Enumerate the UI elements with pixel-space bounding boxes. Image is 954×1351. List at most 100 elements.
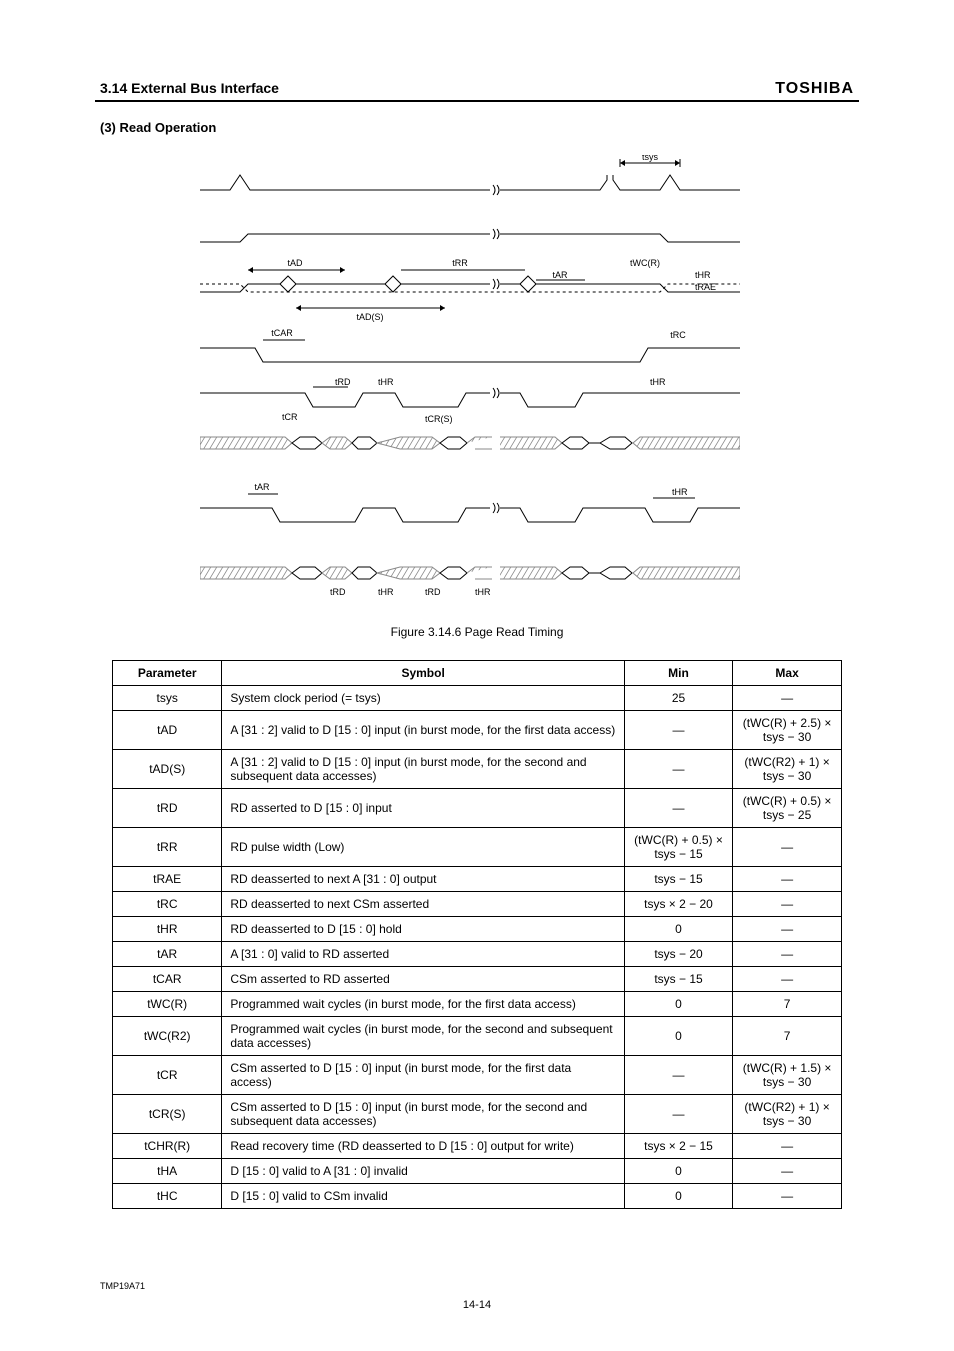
table-row: tARA [31 : 0] valid to RD assertedtsys −… — [113, 942, 842, 967]
cell-min: — — [624, 789, 732, 828]
table-row: tHAD [15 : 0] valid to A [31 : 0] invali… — [113, 1159, 842, 1184]
table-row: tCRCSm asserted to D [15 : 0] input (in … — [113, 1056, 842, 1095]
cell-max: 7 — [733, 1017, 842, 1056]
cell-param: tAD — [113, 711, 222, 750]
cell-desc: RD deasserted to next CSm asserted — [222, 892, 624, 917]
cell-desc: RD pulse width (Low) — [222, 828, 624, 867]
svg-text:tRAE: tRAE — [695, 282, 716, 292]
svg-text:tCAR: tCAR — [271, 328, 293, 338]
cell-max: (tWC(R) + 1.5) × tsys − 30 — [733, 1056, 842, 1095]
cell-max: — — [733, 917, 842, 942]
table-header-row: Parameter Symbol Min Max — [113, 661, 842, 686]
table-row: tWC(R2)Programmed wait cycles (in burst … — [113, 1017, 842, 1056]
svg-text:tAR: tAR — [254, 482, 270, 492]
table-row: tRCRD deasserted to next CSm assertedtsy… — [113, 892, 842, 917]
cell-min: tsys − 15 — [624, 967, 732, 992]
cell-desc: Programmed wait cycles (in burst mode, f… — [222, 992, 624, 1017]
signal-data-2: D [15 : 0] tRD tRD tHR tHR — [200, 567, 740, 597]
svg-text:tAD(S): tAD(S) — [357, 312, 384, 322]
figure-label: Figure 3.14.6 Page Read Timing — [0, 625, 954, 639]
cell-desc: Read recovery time (RD deasserted to D [… — [222, 1134, 624, 1159]
col-max: Max — [733, 661, 842, 686]
table-row: tRAERD deasserted to next A [31 : 0] out… — [113, 867, 842, 892]
signal-addr-high: A [31 : 2] — [200, 229, 740, 243]
cell-max: — — [733, 892, 842, 917]
toshiba-logo: TOSHIBA — [775, 80, 854, 98]
cell-desc: A [31 : 2] valid to D [15 : 0] input (in… — [222, 750, 624, 789]
table-row: tHCD [15 : 0] valid to CSm invalid0— — [113, 1184, 842, 1209]
cell-max: (tWC(R) + 0.5) × tsys − 25 — [733, 789, 842, 828]
cell-max: 7 — [733, 992, 842, 1017]
cell-min: tsys − 15 — [624, 867, 732, 892]
svg-text:tAD: tAD — [287, 258, 303, 268]
cell-max: — — [733, 967, 842, 992]
cell-min: tsys − 20 — [624, 942, 732, 967]
cell-max: — — [733, 867, 842, 892]
cell-param: tWC(R2) — [113, 1017, 222, 1056]
cell-min: — — [624, 1095, 732, 1134]
cell-max: (tWC(R2) + 1) × tsys − 30 — [733, 1095, 842, 1134]
svg-text:tHR: tHR — [378, 377, 394, 387]
cell-desc: CSm asserted to RD asserted — [222, 967, 624, 992]
svg-text:tHR: tHR — [650, 377, 666, 387]
svg-text:tHR: tHR — [378, 587, 394, 597]
table-row: tADA [31 : 2] valid to D [15 : 0] input … — [113, 711, 842, 750]
cell-param: tAD(S) — [113, 750, 222, 789]
cell-param: tHA — [113, 1159, 222, 1184]
svg-text:tRC: tRC — [670, 330, 686, 340]
cell-max: — — [733, 942, 842, 967]
cell-desc: CSm asserted to D [15 : 0] input (in bur… — [222, 1056, 624, 1095]
table-row: tHRRD deasserted to D [15 : 0] hold0— — [113, 917, 842, 942]
cell-param: tCR — [113, 1056, 222, 1095]
cell-param: tRR — [113, 828, 222, 867]
cell-min: — — [624, 750, 732, 789]
cell-desc: Programmed wait cycles (in burst mode, f… — [222, 1017, 624, 1056]
cell-param: tCR(S) — [113, 1095, 222, 1134]
cell-max: — — [733, 1184, 842, 1209]
cell-min: 0 — [624, 917, 732, 942]
table-row: tCARCSm asserted to RD assertedtsys − 15… — [113, 967, 842, 992]
table-row: tRDRD asserted to D [15 : 0] input—(tWC(… — [113, 789, 842, 828]
svg-text:tCR: tCR — [282, 412, 298, 422]
footer-part: TMP19A71 — [100, 1281, 145, 1291]
svg-text:tRD: tRD — [330, 587, 346, 597]
table-row: tCR(S)CSm asserted to D [15 : 0] input (… — [113, 1095, 842, 1134]
cell-min: — — [624, 711, 732, 750]
cell-param: tRD — [113, 789, 222, 828]
svg-text:tRD: tRD — [335, 377, 351, 387]
cell-param: tHR — [113, 917, 222, 942]
timing-table: Parameter Symbol Min Max tsysSystem cloc… — [112, 660, 842, 1209]
svg-text:tHR: tHR — [695, 270, 711, 280]
cell-param: tWC(R) — [113, 992, 222, 1017]
cell-min: (tWC(R) + 0.5) × tsys − 15 — [624, 828, 732, 867]
cell-desc: RD asserted to D [15 : 0] input — [222, 789, 624, 828]
svg-text:tWC(R): tWC(R) — [630, 258, 660, 268]
cell-desc: RD deasserted to D [15 : 0] hold — [222, 917, 624, 942]
col-min: Min — [624, 661, 732, 686]
cell-desc: System clock period (= tsys) — [222, 686, 624, 711]
section-title: (3) Read Operation — [100, 120, 216, 135]
cell-desc: D [15 : 0] valid to CSm invalid — [222, 1184, 624, 1209]
cell-param: tHC — [113, 1184, 222, 1209]
signal-ale: ALE tsys — [200, 155, 740, 195]
cell-max: (tWC(R2) + 1) × tsys − 30 — [733, 750, 842, 789]
cell-max: — — [733, 686, 842, 711]
timing-diagram: ALE tsys A [31 : 2] A [1 : 0] — [200, 155, 740, 640]
cell-param: tRC — [113, 892, 222, 917]
table-row: tAD(S)A [31 : 2] valid to D [15 : 0] inp… — [113, 750, 842, 789]
signal-rd-2: RD tAR tHR — [200, 482, 740, 522]
cell-param: tRAE — [113, 867, 222, 892]
cell-min: 0 — [624, 992, 732, 1017]
header-divider — [95, 100, 859, 102]
signal-rd: RD tCR tCR(S) tRD tHR tHR — [200, 377, 740, 424]
signal-data-1: D [15 : 0] — [200, 437, 740, 450]
col-symbol: Symbol — [222, 661, 624, 686]
signal-cs: CSm tCAR tRC — [200, 328, 740, 362]
cell-min: — — [624, 1056, 732, 1095]
svg-text:tAR: tAR — [552, 270, 568, 280]
table-row: tCHR(R)Read recovery time (RD deasserted… — [113, 1134, 842, 1159]
cell-max: — — [733, 828, 842, 867]
cell-min: 0 — [624, 1159, 732, 1184]
cell-min: 25 — [624, 686, 732, 711]
cell-desc: A [31 : 0] valid to RD asserted — [222, 942, 624, 967]
